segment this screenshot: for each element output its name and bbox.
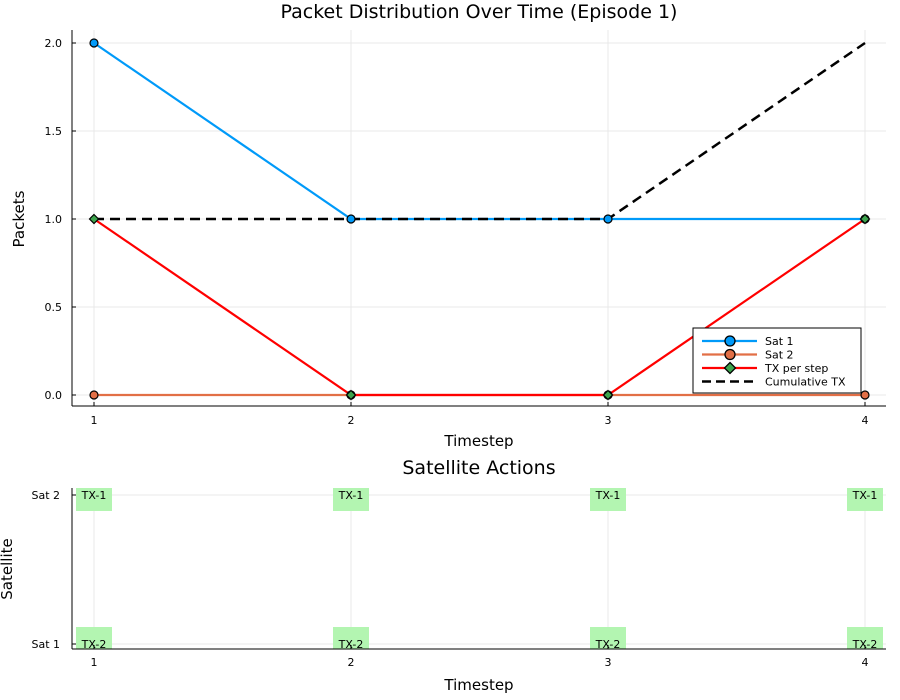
series-line-tx-per-step	[93, 218, 866, 397]
action-label: TX-2	[338, 638, 364, 651]
actions-chart-xlabel: Timestep	[443, 676, 513, 694]
actions-chart-ylabel: Satellite	[0, 538, 16, 599]
actions-chart-title: Satellite Actions	[402, 457, 555, 479]
action-label: TX-1	[81, 489, 107, 502]
y-tick-label: 1.0	[45, 213, 63, 226]
data-point	[602, 389, 614, 401]
packet-chart-axes: 1 2 3 4 0.0 0.5 1.0 1.5 2.0	[45, 30, 886, 427]
y-tick-label: 0.5	[45, 301, 63, 314]
action-box	[76, 488, 112, 511]
actions-chart-boxes: TX-1 TX-1 TX-1 TX-1 TX-2 TX-2 TX-2 TX-2	[76, 488, 883, 651]
packet-chart-ylabel: Packets	[10, 190, 28, 247]
packet-chart-series	[88, 38, 871, 401]
action-label: TX-2	[852, 638, 878, 651]
legend-marker	[723, 361, 737, 375]
action-box	[333, 488, 369, 511]
series-line-cumulative-tx	[94, 41, 866, 221]
y-tick-label: 0.0	[45, 389, 63, 402]
legend-label: Sat 1	[765, 335, 794, 348]
data-point	[88, 213, 100, 225]
action-box	[590, 488, 626, 511]
action-box	[333, 627, 369, 649]
y-tick-label: Sat 1	[31, 638, 60, 651]
data-point	[89, 38, 99, 48]
action-label: TX-1	[852, 489, 878, 502]
actions-chart: Satellite Actions TX-1 TX-1 TX-1 TX-1TX-2 TX…	[0, 457, 886, 694]
x-tick-label: 4	[862, 414, 869, 427]
data-point	[345, 389, 357, 401]
data-point	[89, 390, 99, 400]
x-tick-label: 3	[605, 414, 612, 427]
data-point	[346, 214, 356, 224]
x-tick-label: 2	[348, 414, 355, 427]
x-tick-label: 2	[348, 656, 355, 669]
actions-chart-grid	[72, 488, 886, 649]
x-tick-label: 3	[605, 656, 612, 669]
packet-chart-xlabel: Timestep	[443, 432, 513, 450]
action-box	[590, 627, 626, 649]
actions-chart-axes: 1 2 3 4 Sat 2 Sat 1	[31, 488, 886, 669]
legend-label: TX per step	[764, 362, 828, 375]
action-label: TX-2	[595, 638, 621, 651]
y-tick-label: 2.0	[45, 37, 63, 50]
y-tick-label: Sat 2	[31, 489, 60, 502]
legend-marker	[724, 335, 736, 347]
legend-marker	[724, 348, 736, 361]
packet-chart: Packet Distribution Over Time (Episode 1…	[10, 1, 886, 450]
packet-chart-title: Packet Distribution Over Time (Episode 1…	[281, 1, 678, 23]
action-box	[76, 627, 112, 649]
action-box	[847, 488, 883, 511]
action-label: TX-2	[81, 638, 107, 651]
action-label: TX-1	[338, 489, 364, 502]
legend-label: Sat 2	[765, 349, 794, 362]
x-tick-label: 1	[91, 414, 98, 427]
legend-label: Cumulative TX	[765, 376, 846, 389]
action-label: TX-1	[595, 489, 621, 502]
data-point	[859, 213, 871, 225]
data-point	[603, 214, 613, 224]
action-box	[847, 627, 883, 649]
x-tick-label: 4	[862, 656, 869, 669]
y-tick-label: 1.5	[45, 125, 63, 138]
x-tick-label: 1	[91, 656, 98, 669]
data-point	[860, 390, 870, 400]
